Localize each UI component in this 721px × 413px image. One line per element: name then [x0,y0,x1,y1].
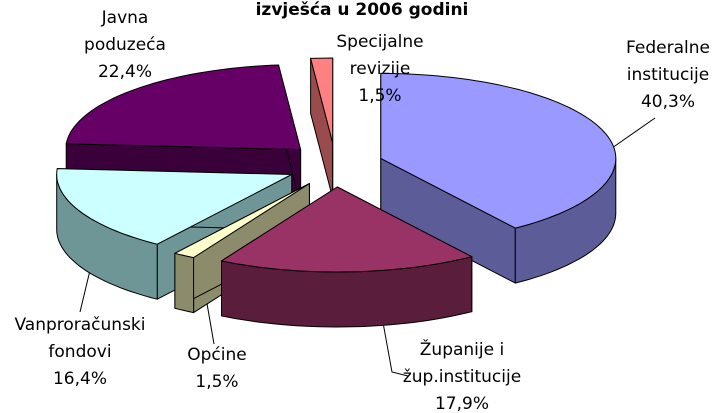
value-label: 22,4% [98,62,152,82]
slice-top [310,57,334,144]
value-label: 1,5% [195,372,238,392]
slice-label: revizije [350,59,411,79]
slice-label: Javna [101,8,149,28]
slice [380,72,617,284]
slice-label: fondovi [48,342,111,362]
slice [221,186,473,328]
slice-top [380,72,617,229]
value-label: 40,3% [641,92,695,112]
value-label: 1,5% [358,86,401,106]
slice-label: Federalne [626,38,710,58]
slice-side [174,252,195,314]
slice-top [174,183,310,259]
slice-label: institucije [627,65,709,85]
slice-label: Specijalne [336,32,423,52]
slice-top [65,64,302,151]
slice [310,57,334,199]
value-label: 16,4% [53,369,107,389]
slice-top [56,168,293,245]
slice-label: Općine [187,345,246,365]
slice-label: Županije i [420,338,504,360]
slice-label: žup.institucije [403,367,521,387]
slice-top [221,186,473,273]
slice-label: poduzeća [84,35,166,55]
value-label: 17,9% [435,394,489,413]
chart-title: izvješća u 2006 godini [256,0,469,20]
slice-label: Vanproračunski [14,315,145,335]
leader-line [611,117,656,149]
